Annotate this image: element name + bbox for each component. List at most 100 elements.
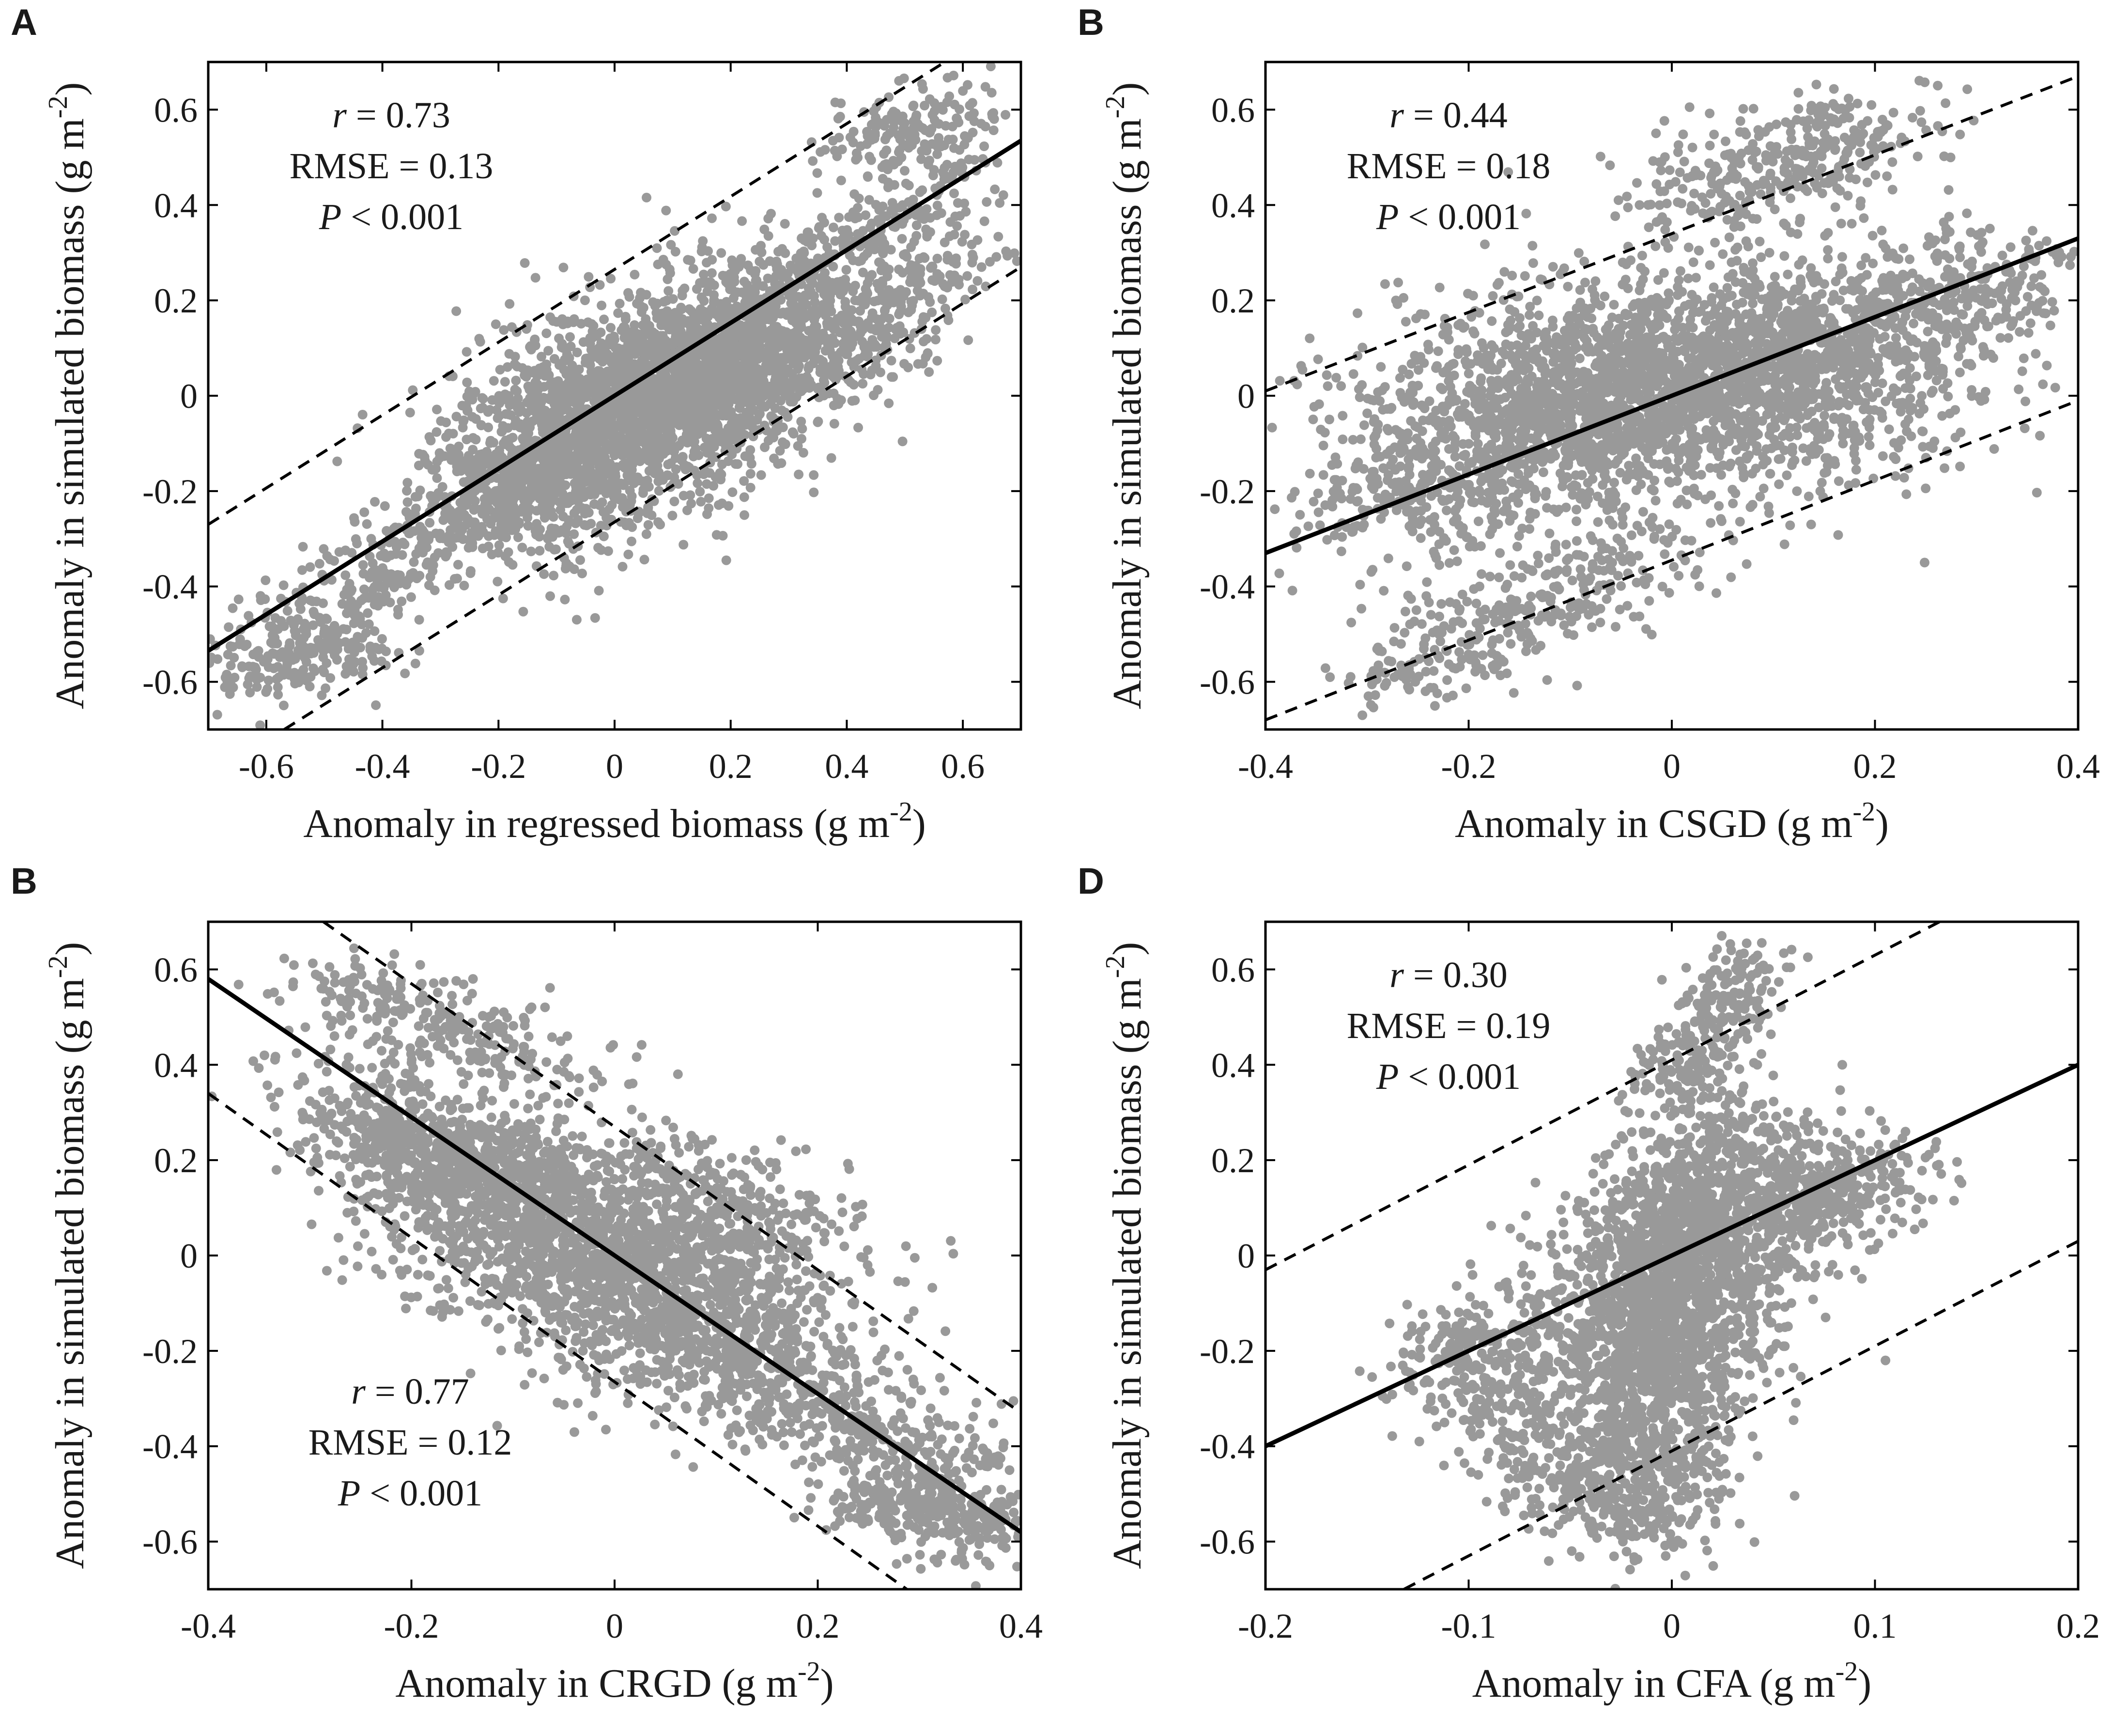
data-point xyxy=(767,308,777,318)
data-point xyxy=(925,155,935,166)
data-point xyxy=(934,138,944,148)
data-point xyxy=(520,370,530,380)
data-point xyxy=(525,393,536,403)
data-point xyxy=(968,284,978,294)
data-point xyxy=(920,125,930,135)
data-point xyxy=(495,365,505,375)
data-point xyxy=(737,287,747,297)
data-point xyxy=(618,460,628,470)
data-point xyxy=(2020,396,2031,406)
data-point xyxy=(370,626,380,636)
data-point xyxy=(428,560,438,570)
data-point xyxy=(752,343,762,354)
data-point xyxy=(475,458,485,467)
y-tick-label: 0 xyxy=(180,377,198,416)
data-point xyxy=(728,293,739,303)
data-point xyxy=(696,496,706,507)
data-point xyxy=(532,379,542,389)
data-point xyxy=(402,497,413,507)
data-point xyxy=(909,122,919,132)
data-point xyxy=(704,503,714,513)
data-point xyxy=(949,188,959,199)
data-point xyxy=(917,146,927,156)
data-point xyxy=(797,434,806,444)
data-point xyxy=(1891,333,1901,343)
data-point xyxy=(847,396,857,406)
data-point xyxy=(1322,370,1332,380)
data-point xyxy=(702,286,712,296)
data-point xyxy=(970,155,980,165)
data-point xyxy=(515,421,525,431)
data-point xyxy=(652,243,662,253)
data-point xyxy=(696,380,706,390)
data-point xyxy=(213,654,223,664)
data-point xyxy=(604,504,615,514)
data-point xyxy=(608,419,618,430)
data-point xyxy=(1308,414,1318,424)
data-point xyxy=(853,153,863,163)
data-point xyxy=(489,376,499,386)
data-point xyxy=(617,344,627,355)
data-point xyxy=(379,548,389,558)
data-point xyxy=(756,470,766,480)
data-point xyxy=(753,354,763,364)
data-point xyxy=(613,492,623,502)
data-point xyxy=(425,572,435,582)
data-point xyxy=(549,544,559,555)
data-point xyxy=(415,485,425,496)
data-point xyxy=(633,509,644,519)
data-point xyxy=(508,512,518,522)
data-point xyxy=(650,346,660,356)
data-point xyxy=(426,491,436,501)
data-point xyxy=(504,349,514,359)
data-point xyxy=(609,331,619,341)
data-point xyxy=(837,235,847,245)
data-point xyxy=(557,339,567,349)
data-point xyxy=(523,512,533,523)
data-point xyxy=(776,458,787,468)
data-point xyxy=(483,542,494,552)
data-point xyxy=(226,661,236,670)
data-point xyxy=(671,373,681,383)
data-point xyxy=(402,478,413,488)
data-point xyxy=(829,357,839,368)
data-point xyxy=(990,184,1000,194)
data-point xyxy=(529,366,540,376)
data-point xyxy=(308,663,318,673)
data-point xyxy=(895,285,906,295)
data-point xyxy=(557,314,567,324)
data-point xyxy=(817,279,827,289)
data-point xyxy=(613,308,623,318)
data-point xyxy=(498,528,508,538)
data-point xyxy=(409,557,419,567)
data-point xyxy=(886,356,896,366)
data-point xyxy=(639,555,649,565)
data-point xyxy=(576,319,586,329)
x-axis-label: Anomaly in regressed biomass (g m-2) xyxy=(303,797,925,846)
data-point xyxy=(524,486,534,496)
data-point xyxy=(297,565,307,575)
data-point xyxy=(944,91,955,101)
data-point xyxy=(822,242,833,252)
data-point xyxy=(826,453,836,463)
data-point xyxy=(535,480,545,490)
data-point xyxy=(594,586,604,596)
data-point xyxy=(788,397,798,407)
data-point xyxy=(955,145,965,155)
data-point xyxy=(695,420,706,431)
data-point xyxy=(1801,456,1811,466)
data-point xyxy=(229,652,239,663)
data-point xyxy=(638,485,648,495)
data-point xyxy=(656,331,666,341)
data-point xyxy=(611,471,620,481)
data-point xyxy=(655,520,665,529)
data-point xyxy=(716,248,726,258)
data-point xyxy=(861,210,871,220)
data-point xyxy=(739,351,749,361)
data-point xyxy=(559,381,570,391)
data-point xyxy=(532,412,542,422)
data-point xyxy=(714,500,724,510)
data-point xyxy=(630,269,640,279)
data-point xyxy=(400,668,410,679)
